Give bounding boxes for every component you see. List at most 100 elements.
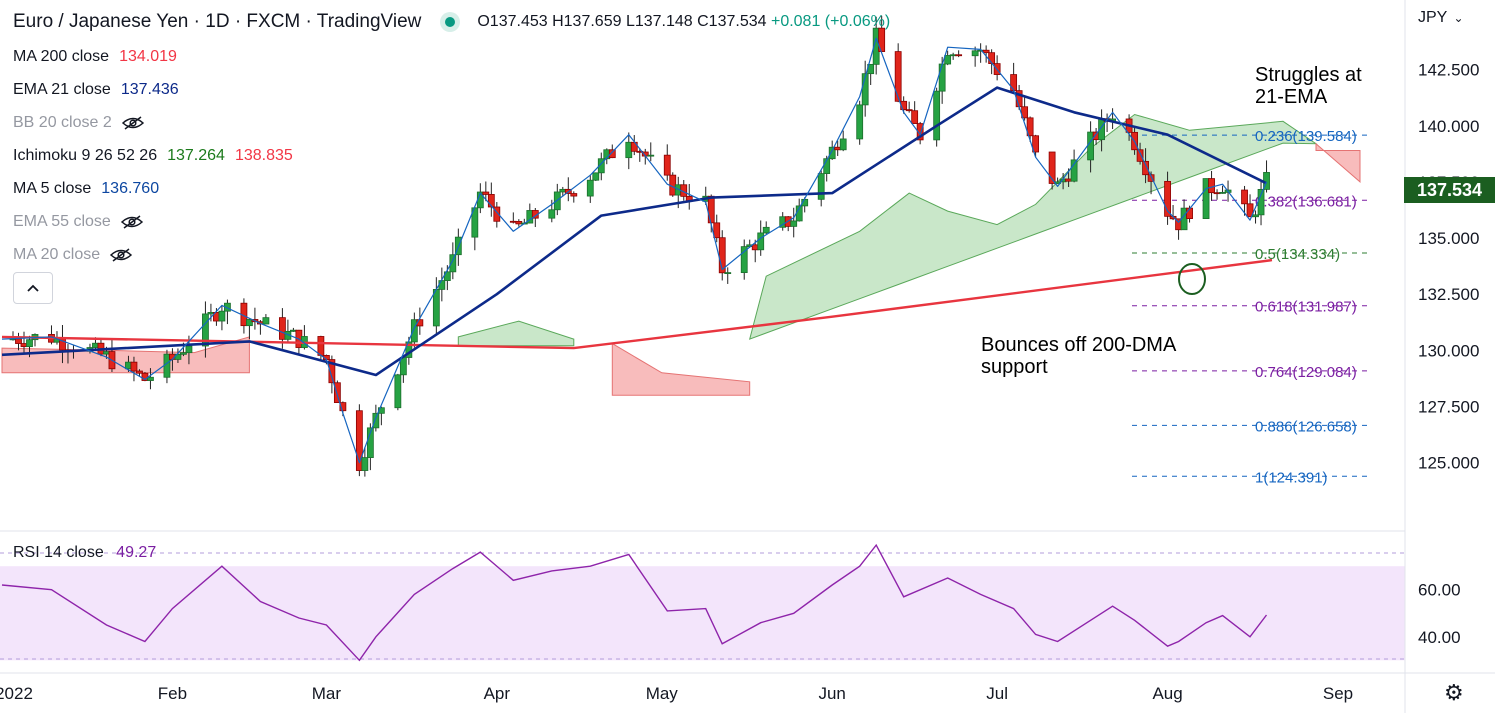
indicator-name: EMA 21 close <box>13 81 111 98</box>
open-value: O137.453 <box>477 13 548 30</box>
indicator-row[interactable]: BB 20 close 2 <box>13 111 144 135</box>
candle-body <box>136 370 143 374</box>
indicator-name: MA 20 close <box>13 246 101 263</box>
indicator-name: EMA 55 close <box>13 213 111 230</box>
fib-level-label: 0.618(131.987) <box>1255 299 1357 316</box>
candle-body <box>493 206 501 222</box>
candle-body <box>339 402 347 412</box>
time-tick-label: Feb <box>158 684 187 703</box>
rsi-tick-label: 40.00 <box>1418 628 1461 647</box>
rsi-series <box>1 543 1268 662</box>
eye-crossed-icon[interactable] <box>120 215 143 229</box>
chart-header: Euro / Japanese Yen · 1D · FXCM · Tradin… <box>13 9 890 35</box>
currency-label: JPY <box>1418 9 1448 26</box>
collapse-legend-button[interactable] <box>13 272 53 304</box>
candle-body <box>246 319 253 327</box>
indicator-value-2: 138.835 <box>234 147 293 164</box>
fib-level-label: 0.764(129.084) <box>1255 364 1357 381</box>
candle-body <box>592 172 600 181</box>
gear-icon[interactable]: ⚙ <box>1444 680 1464 705</box>
fib-level-label: 0.236(139.584) <box>1255 128 1357 145</box>
annotation-ema-resistance[interactable]: Struggles at 21-EMA <box>1255 64 1362 108</box>
candle-body <box>570 193 578 197</box>
market-status-icon <box>445 17 456 27</box>
time-axis[interactable]: 2022 Feb Mar Apr May Jun Jul Aug Sep <box>0 684 1353 703</box>
time-tick-label: Mar <box>312 684 342 703</box>
indicator-row[interactable]: MA 20 close <box>13 243 133 267</box>
candle-body <box>1142 160 1149 176</box>
rsi-axis[interactable]: 60.00 40.00 <box>1418 581 1461 647</box>
indicator-name: MA 200 close <box>13 48 110 65</box>
price-tick-label: 125.000 <box>1418 454 1479 473</box>
ma200-line <box>1 258 1273 350</box>
candle-body <box>147 376 154 381</box>
rsi-name[interactable]: RSI 14 close <box>13 544 104 561</box>
candle-body <box>1202 178 1210 219</box>
currency-selector[interactable]: JPY ⌄ <box>1418 9 1464 27</box>
candle-body <box>971 50 979 57</box>
candle-body <box>933 90 941 141</box>
price-tick-label: 135.000 <box>1418 229 1479 248</box>
cloud-segment <box>1 336 250 374</box>
indicator-value: 134.019 <box>119 48 177 65</box>
price-pane[interactable] <box>0 0 1405 530</box>
eye-crossed-icon[interactable] <box>121 116 144 130</box>
candle-body <box>15 338 22 344</box>
candle-body <box>262 317 270 325</box>
candle-body <box>856 104 864 140</box>
candle-body <box>366 427 374 458</box>
candle-body <box>1070 159 1078 182</box>
candle-body <box>1164 180 1171 217</box>
price-axis[interactable]: 142.500140.000137.500135.000132.500130.0… <box>1418 61 1479 473</box>
candle-body <box>410 319 418 343</box>
cloud-segment <box>611 342 751 396</box>
symbol-title[interactable]: Euro / Japanese Yen · 1D · FXCM · Tradin… <box>13 11 422 32</box>
fib-level-label: 0.382(136.681) <box>1255 193 1357 210</box>
time-tick-label: Sep <box>1323 684 1353 703</box>
indicator-row[interactable]: EMA 55 close <box>13 210 143 234</box>
eye-crossed-icon[interactable] <box>110 248 133 262</box>
candle-body <box>355 410 363 471</box>
rsi-value: 49.27 <box>116 544 157 561</box>
indicator-row[interactable]: MA 200 close 134.019 <box>13 45 177 69</box>
candle-body <box>1208 178 1215 194</box>
indicator-row[interactable]: MA 5 close 136.760 <box>13 177 159 201</box>
candle-body <box>1241 189 1248 205</box>
candle-body <box>982 49 990 54</box>
candle-body <box>790 220 798 227</box>
candle-body <box>317 336 325 356</box>
candle-body <box>1021 106 1029 119</box>
candle-body <box>1252 214 1259 218</box>
indicator-row[interactable]: Ichimoku 9 26 52 26 137.264 138.835 <box>13 144 293 168</box>
candle-body <box>916 123 924 141</box>
indicator-name: BB 20 close 2 <box>13 114 112 131</box>
candle-body <box>394 374 402 409</box>
fib-level-label: 1(124.391) <box>1255 469 1328 486</box>
ohlc-values: O137.453 H137.659 L137.148 C137.534 +0.0… <box>477 13 890 31</box>
indicator-row[interactable]: EMA 21 close 137.436 <box>13 78 179 102</box>
candle-body <box>1246 203 1254 218</box>
cloud-segment <box>1315 142 1361 183</box>
candle-body <box>1032 135 1040 153</box>
fib-level-label: 0.886(126.658) <box>1255 418 1357 435</box>
last-price-tag: 137.534 <box>1404 177 1495 203</box>
low-value: L137.148 <box>625 13 693 30</box>
candle-body <box>762 226 770 234</box>
candle-body <box>828 146 836 160</box>
candle-body <box>724 272 732 275</box>
candle-body <box>757 232 765 251</box>
candle-body <box>944 55 952 65</box>
candle-body <box>399 357 407 376</box>
fibonacci-retracement: 0.236(139.584) 0.382(136.681) 0.5(134.334)… <box>1132 128 1368 486</box>
annotation-dma-support[interactable]: Bounces off 200-DMA support <box>981 334 1177 378</box>
candle-body <box>202 313 209 347</box>
rsi-line <box>1 543 1268 662</box>
candle-body <box>707 195 715 224</box>
time-tick-label: 2022 <box>0 684 33 703</box>
candle-body <box>586 179 594 197</box>
candle-body <box>180 352 187 355</box>
candle-body <box>988 52 996 64</box>
candle-body <box>597 158 605 174</box>
